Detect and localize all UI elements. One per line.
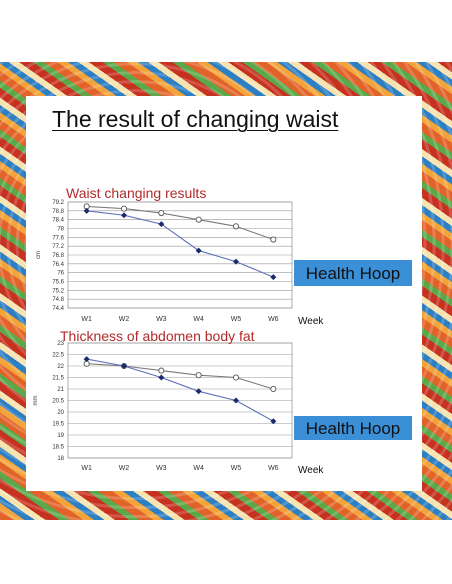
y-tick-label: 22.5 bbox=[52, 353, 64, 359]
data-point bbox=[158, 221, 165, 228]
data-point bbox=[120, 205, 128, 212]
data-point bbox=[270, 274, 277, 281]
y-tick-label: 74.8 bbox=[52, 297, 64, 303]
data-point bbox=[158, 374, 165, 381]
data-point bbox=[233, 397, 239, 404]
x-tick-label: W4 bbox=[193, 465, 204, 472]
chart-2: 18 18.5 19 19.5 20 20.5 21 21.5 22 22.5 23 W1 W2 W3 W4… bbox=[33, 328, 412, 476]
chart-title: Waist changing results bbox=[66, 185, 206, 201]
x-tick-label: W4 bbox=[193, 316, 204, 323]
y-tick-label: 78.4 bbox=[52, 218, 64, 224]
chart-1: 74.4 74.8 75.2 75.6 76 76.4 76.8 77.2 77.6 78 78.4… bbox=[36, 185, 412, 327]
y-tick-label: 77.6 bbox=[52, 235, 64, 241]
y-tick-label: 18.5 bbox=[52, 445, 64, 451]
series-line-2 bbox=[86, 358, 274, 422]
annotation-label: Health Hoop bbox=[306, 419, 401, 438]
x-tick-label: W3 bbox=[156, 465, 167, 472]
data-point bbox=[121, 212, 127, 219]
data-point bbox=[232, 223, 240, 230]
x-tick-label: W6 bbox=[268, 316, 279, 323]
x-tick-label: W6 bbox=[268, 465, 279, 472]
y-tick-label: 76.4 bbox=[52, 262, 64, 268]
x-tick-label: W5 bbox=[231, 316, 242, 323]
x-axis-label: Week bbox=[298, 316, 324, 327]
data-point bbox=[158, 209, 165, 217]
data-point bbox=[83, 356, 90, 363]
y-tick-label: 20 bbox=[57, 410, 64, 416]
y-tick-label: 76.8 bbox=[52, 253, 64, 259]
annotation-box bbox=[294, 416, 412, 440]
y-tick-label: 18 bbox=[57, 456, 64, 462]
data-point bbox=[195, 372, 202, 379]
data-point bbox=[270, 236, 277, 243]
x-axis-label: Week bbox=[298, 465, 324, 476]
y-tick-label: 77.2 bbox=[52, 244, 64, 250]
y-tick-label: 19 bbox=[57, 433, 64, 439]
y-tick-label: 75.6 bbox=[52, 280, 64, 286]
series-line-1 bbox=[86, 363, 274, 390]
y-axis-label: mm bbox=[33, 396, 39, 406]
series-line-1 bbox=[86, 205, 274, 241]
y-tick-label: 23 bbox=[57, 341, 64, 347]
y-tick-label: 20.5 bbox=[52, 399, 64, 405]
data-point bbox=[233, 258, 239, 265]
data-point bbox=[158, 367, 165, 374]
y-tick-label: 74.4 bbox=[52, 306, 64, 312]
y-tick-label: 21.5 bbox=[52, 376, 64, 382]
data-point bbox=[195, 388, 202, 395]
data-point bbox=[121, 363, 127, 369]
x-tick-label: W1 bbox=[81, 465, 92, 472]
page-title: The result of changing waist bbox=[52, 106, 339, 132]
y-tick-label: 78 bbox=[57, 227, 64, 233]
annotation-box bbox=[294, 260, 412, 286]
chart-title: Thickness of abdomen body fat bbox=[60, 328, 255, 344]
x-tick-label: W1 bbox=[81, 316, 92, 323]
annotation-label: Health Hoop bbox=[306, 264, 401, 283]
data-point bbox=[270, 385, 277, 393]
x-tick-label: W2 bbox=[119, 316, 130, 323]
data-point bbox=[83, 207, 90, 214]
y-tick-label: 76 bbox=[57, 271, 64, 277]
y-tick-label: 22 bbox=[57, 364, 64, 370]
y-tick-label: 78.8 bbox=[52, 209, 64, 215]
data-point bbox=[195, 247, 202, 254]
y-axis-label: cm bbox=[36, 251, 42, 259]
data-point bbox=[195, 216, 202, 223]
y-tick-label: 79.2 bbox=[52, 200, 64, 206]
y-tick-label: 19.5 bbox=[52, 422, 64, 428]
x-tick-label: W2 bbox=[119, 465, 130, 472]
y-tick-label: 75.2 bbox=[52, 288, 64, 294]
y-tick-label: 21 bbox=[57, 387, 64, 393]
x-tick-label: W5 bbox=[231, 465, 242, 472]
x-tick-label: W3 bbox=[156, 316, 167, 323]
data-point bbox=[270, 418, 277, 425]
data-point bbox=[232, 374, 240, 381]
series-line-2 bbox=[86, 210, 274, 278]
